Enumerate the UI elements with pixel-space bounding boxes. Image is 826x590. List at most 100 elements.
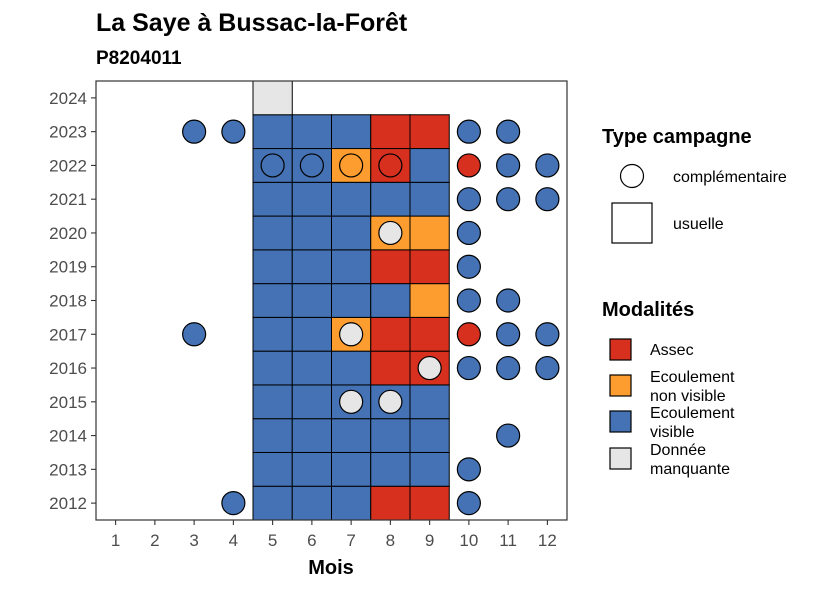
tile-2020-9 [409, 215, 450, 251]
tile-2013-7 [331, 451, 372, 487]
x-axis: 1 2 3 4 5 6 7 8 9 10 11 12 [111, 520, 557, 550]
point-2021-10 [456, 187, 481, 212]
legend-swatch [609, 447, 632, 470]
y-tick-label: 2023 [49, 123, 87, 142]
point-2015-8 [378, 389, 403, 414]
tile-2021-5 [252, 181, 293, 217]
complementaire-points [182, 119, 560, 516]
tile-2023-7 [331, 114, 372, 150]
tile-2015-5 [252, 384, 293, 420]
tile-2017-8 [370, 316, 411, 352]
x-tick-label: 8 [386, 531, 395, 550]
tile-2020-7 [331, 215, 372, 251]
chart-subtitle: P8204011 [96, 48, 182, 69]
tile-2013-5 [252, 451, 293, 487]
tile-2017-5 [252, 316, 293, 352]
x-tick-label: 2 [150, 531, 159, 550]
tile-2014-7 [331, 418, 372, 453]
legend-mod-label: manquante [650, 461, 730, 478]
y-tick-label: 2018 [49, 292, 87, 311]
point-2021-12 [535, 187, 560, 212]
tile-2020-6 [291, 215, 332, 251]
tile-2014-9 [409, 418, 450, 453]
point-2013-10 [456, 457, 481, 482]
point-2023-4 [221, 119, 246, 144]
tile-2014-5 [252, 418, 293, 453]
x-tick-label: 3 [189, 531, 198, 550]
y-tick-label: 2019 [49, 258, 87, 277]
y-tick-label: 2024 [49, 89, 87, 108]
tile-2017-6 [291, 316, 332, 352]
point-2016-10 [456, 355, 481, 381]
tile-2019-7 [331, 249, 372, 285]
legend-mod-label: Ecoulement [650, 369, 735, 386]
tile-2023-5 [252, 114, 293, 150]
legend-mod-label: Ecoulement [650, 405, 735, 422]
point-2019-10 [456, 254, 481, 279]
y-tick-label: 2020 [49, 224, 87, 243]
legend-swatch [609, 374, 632, 397]
y-tick-label: 2014 [49, 427, 87, 446]
point-2022-5 [260, 153, 285, 178]
point-2023-10 [456, 119, 481, 144]
point-2017-3 [182, 322, 207, 347]
tile-2021-7 [331, 181, 372, 217]
tile-2016-8 [370, 350, 411, 386]
point-2012-10 [456, 491, 481, 516]
tile-2012-9 [409, 485, 450, 521]
tile-2013-6 [291, 451, 332, 487]
point-2014-11 [496, 423, 521, 448]
tile-2014-8 [370, 418, 411, 453]
legend-type-label: complémentaire [673, 169, 787, 186]
y-tick-label: 2013 [49, 460, 87, 479]
point-2023-11 [496, 119, 521, 144]
tile-2018-6 [291, 283, 332, 318]
point-2012-4 [221, 491, 246, 516]
tile-2023-8 [370, 114, 411, 150]
x-tick-label: 7 [346, 531, 355, 550]
y-tick-label: 2012 [49, 494, 87, 513]
legend-type-items: complémentaire usuelle [611, 163, 787, 244]
x-tick-label: 1 [111, 531, 120, 550]
point-2017-10 [456, 322, 481, 347]
point-2017-12 [535, 322, 560, 347]
tile-2017-9 [409, 316, 450, 352]
x-tick-label: 10 [459, 531, 478, 550]
tile-2018-7 [331, 283, 372, 318]
usuelle-tiles [252, 80, 450, 521]
x-tick-label: 9 [425, 531, 434, 550]
y-axis: 2012 2013 2014 2015 2016 2017 2018 2019 2020 2021… [49, 89, 96, 513]
legend-mod-label: Assec [650, 342, 694, 359]
tile-2016-6 [291, 350, 332, 386]
tile-2019-6 [291, 249, 332, 285]
point-2016-11 [496, 355, 521, 381]
point-2018-11 [496, 288, 521, 313]
tile-2018-9 [409, 283, 450, 318]
x-axis-title: Mois [308, 557, 354, 579]
tile-2020-5 [252, 215, 293, 251]
tile-2012-8 [370, 485, 411, 521]
tile-2015-6 [291, 384, 332, 420]
tile-2024-5 [252, 80, 293, 116]
x-tick-label: 5 [268, 531, 277, 550]
tile-2021-8 [370, 181, 411, 217]
tile-2018-8 [370, 283, 411, 318]
legend-mod-label: Donnée [650, 442, 706, 459]
chart-title: La Saye à Bussac-la-Forêt [96, 9, 408, 37]
legend-type-title: Type campagne [602, 126, 752, 148]
tile-2019-8 [370, 249, 411, 285]
point-2023-3 [182, 119, 207, 144]
x-tick-label: 4 [229, 531, 238, 550]
point-2022-8 [378, 153, 403, 178]
point-2022-7 [339, 153, 364, 178]
y-tick-label: 2016 [49, 359, 87, 378]
tile-2016-7 [331, 350, 372, 386]
legend: Type campagne complémentaire usuelle Moda… [602, 126, 787, 478]
tile-2019-5 [252, 249, 293, 285]
tile-2016-5 [252, 350, 293, 386]
tile-2013-9 [409, 451, 450, 487]
point-2020-10 [456, 220, 481, 246]
tile-2022-9 [409, 148, 450, 183]
